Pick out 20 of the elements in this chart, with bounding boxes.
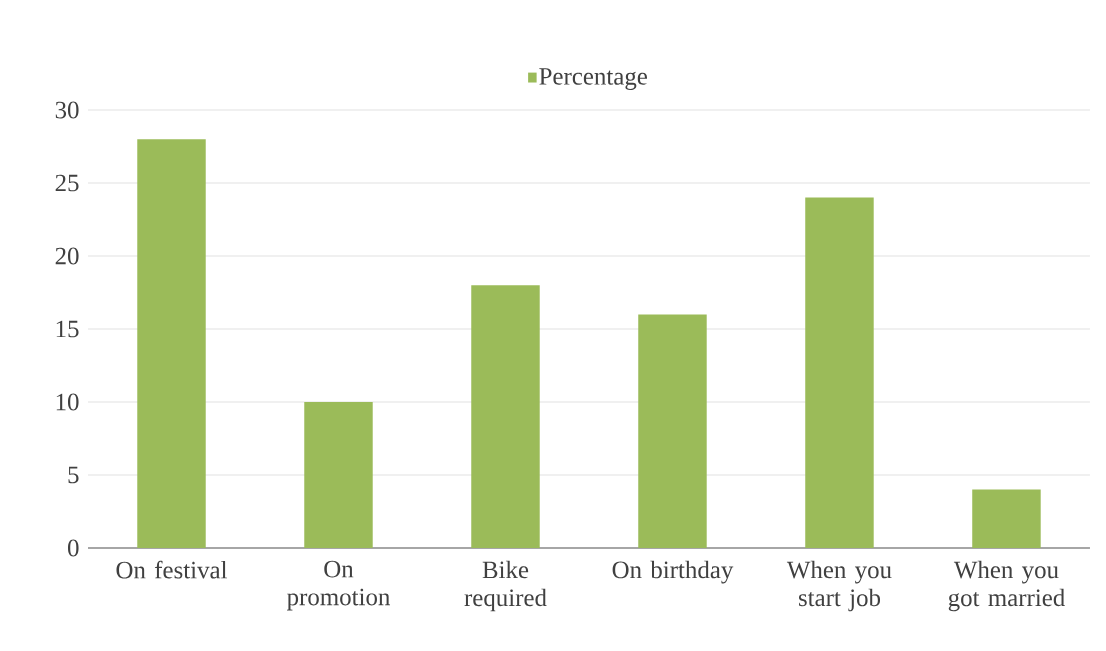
x-tick-label: When you got married [948,560,1065,612]
bar [805,197,874,548]
x-tick-label: On birthday [612,560,734,584]
y-tick-label: 15 [56,320,79,338]
y-tick-label: 10 [56,393,79,411]
bar [972,489,1041,548]
bar [638,314,707,548]
bar [137,139,206,548]
y-tick-label: 30 [55,101,79,119]
x-tick-label: When you start job [786,560,892,612]
legend-label: Percentage [539,68,647,90]
x-tick-label: Bike required [464,560,547,612]
bar [304,402,373,548]
bar [471,285,540,548]
y-tick-label: 20 [55,247,79,265]
y-tick-label: 5 [68,466,79,484]
y-tick-label: 0 [68,539,79,557]
y-tick-label: 25 [55,174,79,192]
x-tick-label: On promotion [287,560,391,611]
x-tick-label: On festival [116,560,228,579]
